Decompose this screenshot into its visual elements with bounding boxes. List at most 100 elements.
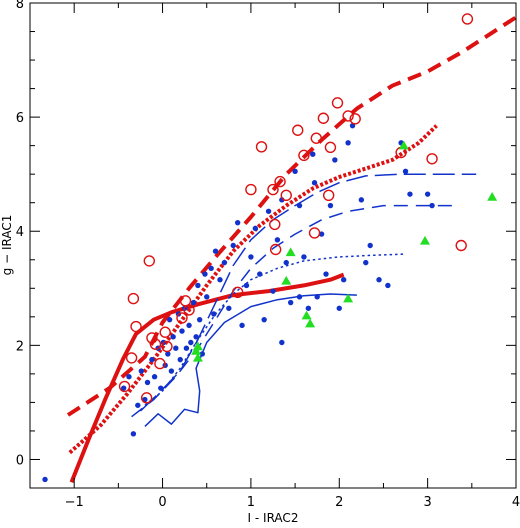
blue-dot-point [327, 202, 334, 209]
blue-dot-point [199, 351, 206, 357]
red-circle-point [461, 13, 474, 25]
y-tick-label: 8 [16, 0, 24, 12]
blue-dot-point [230, 242, 236, 249]
blue-dot-point [195, 282, 201, 289]
green-triangle-point [398, 140, 409, 150]
red-circle-point [349, 113, 361, 125]
x-tick-label: −1 [65, 495, 84, 510]
red-circle-point [183, 304, 195, 316]
y-tick-label: 2 [16, 339, 24, 354]
y-tick-label: 6 [16, 111, 24, 126]
curve-dotted-6 [144, 253, 406, 406]
blue-dot-point [311, 180, 318, 186]
red-circle-point [310, 132, 322, 144]
red-circle-point [231, 286, 244, 298]
blue-dot-point [261, 316, 267, 323]
blue-dot-point [296, 202, 303, 209]
blue-dot-point [149, 356, 155, 363]
blue-dot-point [217, 277, 223, 283]
red-circle-point [127, 292, 140, 305]
green-triangle-point [191, 346, 202, 355]
green-triangle-point [305, 318, 316, 328]
red-circle-point [342, 110, 354, 122]
blue-dot-point [138, 368, 145, 374]
blue-dot-point [287, 299, 294, 306]
blue-dot-point [301, 254, 307, 260]
blue-dot-point [211, 311, 217, 317]
blue-dot-point [376, 277, 382, 283]
blue-dot-point [170, 334, 176, 340]
blue-dot-point [257, 271, 263, 277]
blue-dot-point [234, 219, 241, 226]
blue-dot-point [323, 271, 329, 277]
blue-dot-point [318, 231, 325, 237]
red-circle-point [245, 183, 257, 196]
blue-dot-point [385, 282, 391, 289]
blue-dot-point [42, 476, 48, 483]
blue-dot-point [196, 316, 203, 323]
blue-dot-point [296, 294, 303, 300]
green-triangle-point [419, 235, 430, 245]
blue-dot-point [310, 151, 316, 157]
plot-frame [29, 2, 517, 489]
red-circle-point [154, 357, 166, 370]
green-triangle-point [487, 192, 498, 201]
blue-dot-point [168, 368, 175, 374]
blue-dot-point [283, 259, 289, 266]
blue-dot-point [314, 294, 320, 300]
blue-dot-point [332, 157, 338, 163]
blue-dot-point [292, 168, 298, 175]
curve-dashed-1 [66, 15, 518, 417]
blue-dot-point [186, 322, 192, 329]
red-circle-point [176, 312, 188, 324]
blue-dot-point [188, 339, 194, 346]
red-circle-point [118, 380, 131, 393]
blue-dot-point [130, 431, 137, 437]
blue-dot-point [336, 305, 342, 311]
green-triangle-point [301, 310, 312, 320]
x-tick-label: 1 [247, 495, 255, 510]
red-circle-point [125, 352, 138, 364]
red-circle-point [331, 97, 344, 109]
red-circle-point [308, 227, 321, 239]
blue-dot-point [193, 334, 199, 340]
green-triangle-point [281, 275, 292, 285]
blue-dot-point [358, 197, 365, 203]
blue-dot-point [239, 322, 245, 329]
curve-solid-3 [69, 272, 345, 484]
blue-dot-point [274, 237, 281, 243]
blue-dot-point [151, 374, 158, 380]
red-circle-point [130, 320, 142, 333]
blue-dot-point [345, 140, 351, 146]
blue-dot-point [144, 379, 151, 386]
red-circle-point [292, 124, 304, 136]
curve-dotted-2 [68, 124, 438, 455]
green-triangle-point [285, 247, 296, 257]
red-circle-point [317, 112, 330, 124]
y-tick-label: 0 [16, 453, 24, 468]
red-circle-point [149, 338, 162, 350]
y-tick-label: 4 [16, 225, 24, 240]
blue-dot-point [424, 191, 431, 197]
blue-dot-point [248, 254, 254, 260]
blue-dot-point [183, 345, 190, 351]
data-points [42, 13, 498, 483]
blue-dot-point [120, 385, 127, 391]
blue-dot-point [279, 339, 285, 346]
green-triangle-point [192, 352, 203, 362]
red-circle-point [255, 141, 268, 153]
red-circle-point [324, 141, 337, 154]
blue-dot-point [305, 305, 312, 311]
blue-dot-point [226, 305, 232, 311]
green-triangle-point [192, 341, 203, 351]
red-circle-point [298, 149, 310, 162]
red-circle-point [159, 326, 171, 338]
blue-dot-point [135, 402, 141, 408]
blue-dot-point [340, 277, 347, 283]
blue-dot-point [204, 294, 210, 300]
red-circle-point [267, 183, 279, 196]
y-axis-title: g − IRAC1 [0, 215, 14, 276]
blue-dot-point [265, 208, 272, 214]
